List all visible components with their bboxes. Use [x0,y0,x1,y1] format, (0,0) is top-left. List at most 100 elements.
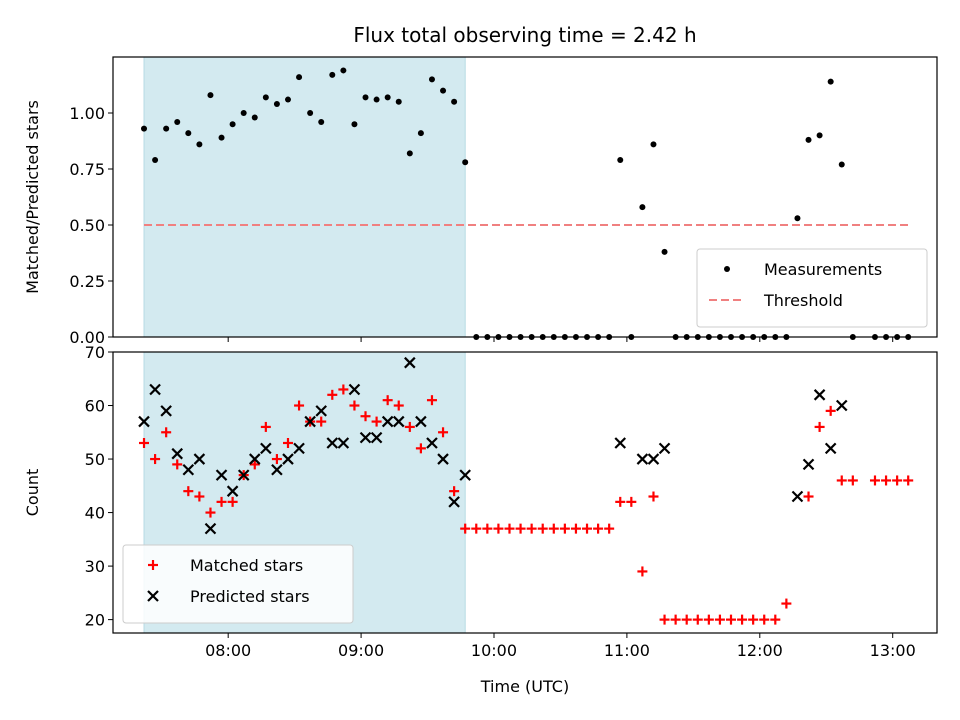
measurements-point [273,101,280,108]
measurements-point [617,157,624,164]
measurements-point [639,204,646,211]
y-tick-label: 0.75 [69,160,105,179]
matched-stars-point [726,614,736,625]
matched-stars-point [604,523,615,534]
matched-stars-point [869,475,880,486]
measurements-point [240,110,247,116]
predicted-stars-point [237,469,250,481]
matched-stars-point [393,400,404,411]
measurements-point [650,141,657,148]
predicted-stars-point [293,442,305,455]
measurements-point [406,150,413,157]
predicted-stars-point [271,463,283,476]
matched-stars-point [271,454,282,465]
matched-stars-point [593,523,604,534]
matched-stars-point [438,427,449,438]
matched-stars-point [770,614,781,625]
measurements-point [163,125,170,132]
measurements-point [329,71,336,78]
predicted-stars-point [415,415,427,428]
matched-stars-point [504,523,515,534]
x-tick-label: 10:00 [471,641,517,660]
predicted-stars-point [304,415,316,428]
matched-stars-point [759,614,770,625]
legend-measurements-label: Measurements [764,260,882,279]
predicted-stars-point [381,415,394,428]
measurements-point [440,87,447,94]
observing-window-shade-top [143,56,466,338]
matched-stars-point [714,614,725,625]
predicted-stars-point [614,437,627,449]
bottom-x-axis: 08:00 09:00 10:00 11:00 12:00 13:00 [205,633,916,660]
predicted-stars-point [802,458,815,471]
predicted-stars-point [835,399,848,412]
measurements-point [661,248,668,255]
predicted-stars-point [404,356,416,369]
matched-stars-point [216,496,227,507]
predicted-stars-point [226,485,239,497]
matched-stars-point [249,459,260,470]
measurements-point [174,118,181,125]
y-tick-label: 70 [85,343,105,362]
predicted-stars-point [437,453,449,465]
matched-stars-point [892,475,903,486]
measurements-point [307,110,314,116]
measurements-point [196,141,203,148]
matched-stars-point [139,437,150,448]
predicted-stars-point [248,453,261,465]
matched-stars-point [460,523,471,534]
matched-stars-point [183,486,194,497]
measurements-point [229,121,236,128]
measurements-point [152,157,159,164]
predicted-stars-point [348,383,361,396]
measurements-point [185,130,192,137]
bottom-legend: Matched stars Predicted stars [122,544,354,624]
measurements-point [451,98,458,105]
y-tick-label: 40 [85,504,105,523]
measurements-point [462,159,469,166]
legend-matched-stars-swatch [148,560,158,570]
y-tick-label: 1.00 [69,104,105,123]
predicted-stars-point [448,496,460,508]
matched-stars-point [515,523,526,534]
predicted-stars-point [636,453,649,465]
matched-stars-point [371,416,382,427]
measurements-point [794,215,801,222]
predicted-stars-point [138,415,150,428]
matched-stars-point [659,614,670,625]
predicted-stars-point [204,522,217,535]
matched-stars-point [282,437,293,448]
predicted-stars-point [160,405,172,417]
bottom-panel: 20 30 40 50 60 70 08:00 09:00 10:00 11:00 12:00 13… [23,343,938,696]
measurements-point [262,94,269,101]
measurements-point [318,118,325,125]
y-tick-label: 0.25 [69,272,105,291]
y-tick-label: 50 [85,450,105,469]
measurements-point [340,67,347,74]
measurements-point [384,94,391,101]
matched-stars-point [338,384,349,395]
predicted-stars-point [370,431,383,444]
matched-stars-point [847,475,858,486]
predicted-stars-point [824,442,837,455]
measurements-point [805,136,812,143]
matched-stars-point [814,421,825,432]
matched-stars-point [681,614,692,625]
matched-stars-point [294,400,305,411]
predicted-stars-point [215,469,228,481]
predicted-stars-point [337,437,350,449]
matched-stars-point [172,459,183,470]
matched-stars-point [748,614,759,625]
predicted-stars-point [813,389,826,401]
x-tick-label: 12:00 [737,641,783,660]
top-legend: Measurements Threshold [696,248,928,328]
matched-stars-point [692,614,703,625]
predicted-stars-point [149,383,161,396]
x-tick-label: 13:00 [870,641,916,660]
predicted-stars-point [171,447,184,460]
matched-stars-point [205,507,216,518]
matched-stars-point [471,523,482,534]
measurements-point [251,114,258,121]
top-y-axis-label: Matched/Predicted stars [23,100,42,294]
